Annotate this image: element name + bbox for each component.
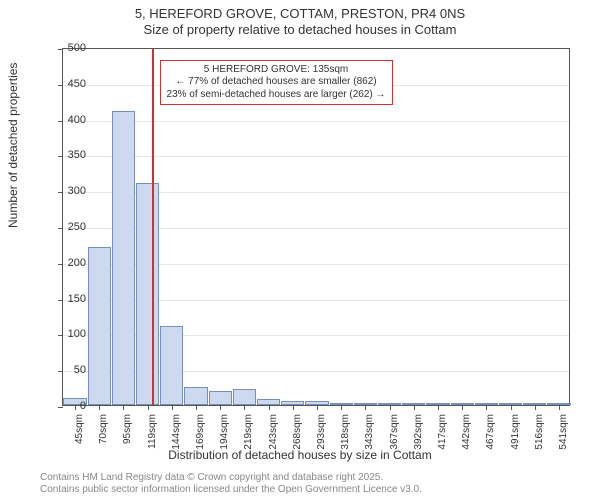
annotation-box: 5 HEREFORD GROVE: 135sqm← 77% of detache… <box>160 60 393 106</box>
chart-title: 5, HEREFORD GROVE, COTTAM, PRESTON, PR4 … <box>0 0 600 39</box>
footer-line-1: Contains HM Land Registry data © Crown c… <box>40 472 422 484</box>
y-tick-label: 150 <box>48 293 86 305</box>
property-marker-line <box>152 49 154 405</box>
x-tick-label: 144sqm <box>171 414 182 464</box>
y-tick-label: 350 <box>48 149 86 161</box>
x-tick-mark <box>486 405 487 410</box>
annotation-line-2: ← 77% of detached houses are smaller (86… <box>167 76 386 89</box>
title-line-2: Size of property relative to detached ho… <box>0 22 600 38</box>
y-axis-label: Number of detached properties <box>6 63 20 228</box>
x-tick-label: 318sqm <box>340 414 351 464</box>
x-tick-label: 243sqm <box>268 414 279 464</box>
x-tick-mark <box>148 405 149 410</box>
x-tick-mark <box>365 405 366 410</box>
histogram-bar <box>184 387 207 405</box>
y-tick-label: 200 <box>48 257 86 269</box>
x-tick-mark <box>123 405 124 410</box>
footer-line-2: Contains public sector information licen… <box>40 484 422 496</box>
x-tick-mark <box>99 405 100 410</box>
x-tick-label: 516sqm <box>534 414 545 464</box>
footer-attribution: Contains HM Land Registry data © Crown c… <box>40 472 422 496</box>
x-tick-label: 442sqm <box>461 414 472 464</box>
x-tick-mark <box>535 405 536 410</box>
x-tick-mark <box>390 405 391 410</box>
x-tick-mark <box>511 405 512 410</box>
x-tick-mark <box>196 405 197 410</box>
y-tick-label: 50 <box>48 364 86 376</box>
histogram-bar <box>88 247 111 405</box>
x-tick-mark <box>220 405 221 410</box>
x-tick-label: 45sqm <box>74 414 85 464</box>
annotation-line-3: 23% of semi-detached houses are larger (… <box>167 89 386 102</box>
histogram-bar <box>160 326 183 405</box>
x-tick-label: 293sqm <box>316 414 327 464</box>
x-tick-label: 70sqm <box>98 414 109 464</box>
y-tick-label: 300 <box>48 185 86 197</box>
x-tick-label: 219sqm <box>243 414 254 464</box>
x-tick-label: 268sqm <box>292 414 303 464</box>
x-tick-label: 367sqm <box>389 414 400 464</box>
x-tick-mark <box>317 405 318 410</box>
x-tick-mark <box>462 405 463 410</box>
title-line-1: 5, HEREFORD GROVE, COTTAM, PRESTON, PR4 … <box>0 6 600 22</box>
histogram-bar <box>209 391 232 405</box>
x-tick-mark <box>172 405 173 410</box>
x-tick-mark <box>269 405 270 410</box>
x-tick-mark <box>438 405 439 410</box>
y-tick-label: 100 <box>48 328 86 340</box>
y-tick-label: 450 <box>48 78 86 90</box>
histogram-bar <box>112 111 135 405</box>
y-tick-label: 500 <box>48 42 86 54</box>
y-tick-label: 250 <box>48 221 86 233</box>
x-tick-mark <box>414 405 415 410</box>
annotation-line-1: 5 HEREFORD GROVE: 135sqm <box>167 64 386 77</box>
histogram-bar <box>233 389 256 405</box>
x-tick-label: 541sqm <box>558 414 569 464</box>
x-tick-label: 95sqm <box>122 414 133 464</box>
x-tick-label: 392sqm <box>413 414 424 464</box>
x-tick-label: 169sqm <box>195 414 206 464</box>
x-tick-mark <box>293 405 294 410</box>
gridline <box>63 121 569 122</box>
x-tick-label: 343sqm <box>364 414 375 464</box>
x-tick-label: 119sqm <box>147 414 158 464</box>
x-tick-label: 194sqm <box>219 414 230 464</box>
gridline <box>63 156 569 157</box>
x-tick-label: 417sqm <box>437 414 448 464</box>
x-tick-label: 491sqm <box>510 414 521 464</box>
x-tick-label: 467sqm <box>485 414 496 464</box>
y-tick-label: 0 <box>48 400 86 412</box>
x-tick-mark <box>341 405 342 410</box>
histogram-bar <box>136 183 159 405</box>
y-tick-label: 400 <box>48 114 86 126</box>
plot-area: 5 HEREFORD GROVE: 135sqm← 77% of detache… <box>62 48 570 406</box>
x-tick-mark <box>559 405 560 410</box>
x-tick-mark <box>244 405 245 410</box>
